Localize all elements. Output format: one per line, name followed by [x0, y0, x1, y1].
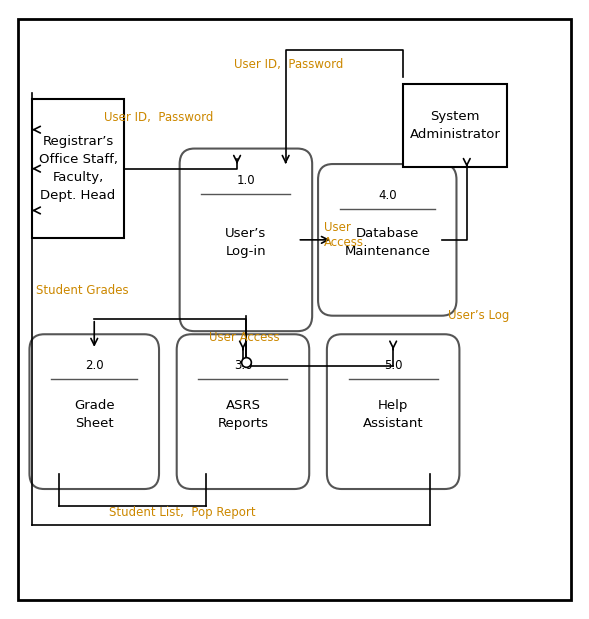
Text: Student List,  Pop Report: Student List, Pop Report: [110, 506, 256, 519]
Text: Database
Maintenance: Database Maintenance: [344, 227, 431, 259]
FancyBboxPatch shape: [180, 149, 312, 331]
Text: Student Grades: Student Grades: [36, 284, 129, 298]
FancyBboxPatch shape: [327, 334, 459, 489]
Text: 4.0: 4.0: [378, 189, 396, 202]
FancyBboxPatch shape: [403, 84, 507, 167]
FancyBboxPatch shape: [29, 334, 159, 489]
Text: User
Access: User Access: [324, 221, 364, 249]
Text: Help
Assistant: Help Assistant: [363, 399, 423, 430]
Text: System
Administrator: System Administrator: [409, 110, 501, 141]
Text: User ID,  Password: User ID, Password: [104, 111, 214, 124]
Text: User’s
Log-in: User’s Log-in: [225, 227, 267, 259]
Text: 3.0: 3.0: [234, 359, 252, 373]
Text: 2.0: 2.0: [85, 359, 104, 373]
Text: User’s Log: User’s Log: [448, 309, 509, 322]
Text: Grade
Sheet: Grade Sheet: [74, 399, 114, 430]
FancyBboxPatch shape: [318, 164, 456, 316]
Text: 1.0: 1.0: [237, 173, 255, 187]
Text: 5.0: 5.0: [384, 359, 402, 373]
Text: User ID,  Password: User ID, Password: [234, 58, 343, 72]
FancyBboxPatch shape: [18, 19, 571, 600]
Text: ASRS
Reports: ASRS Reports: [217, 399, 269, 430]
FancyBboxPatch shape: [177, 334, 309, 489]
FancyBboxPatch shape: [32, 99, 124, 238]
Text: User Access: User Access: [209, 331, 280, 344]
Text: Registrar’s
Office Staff,
Faculty,
Dept. Head: Registrar’s Office Staff, Faculty, Dept.…: [38, 135, 118, 202]
